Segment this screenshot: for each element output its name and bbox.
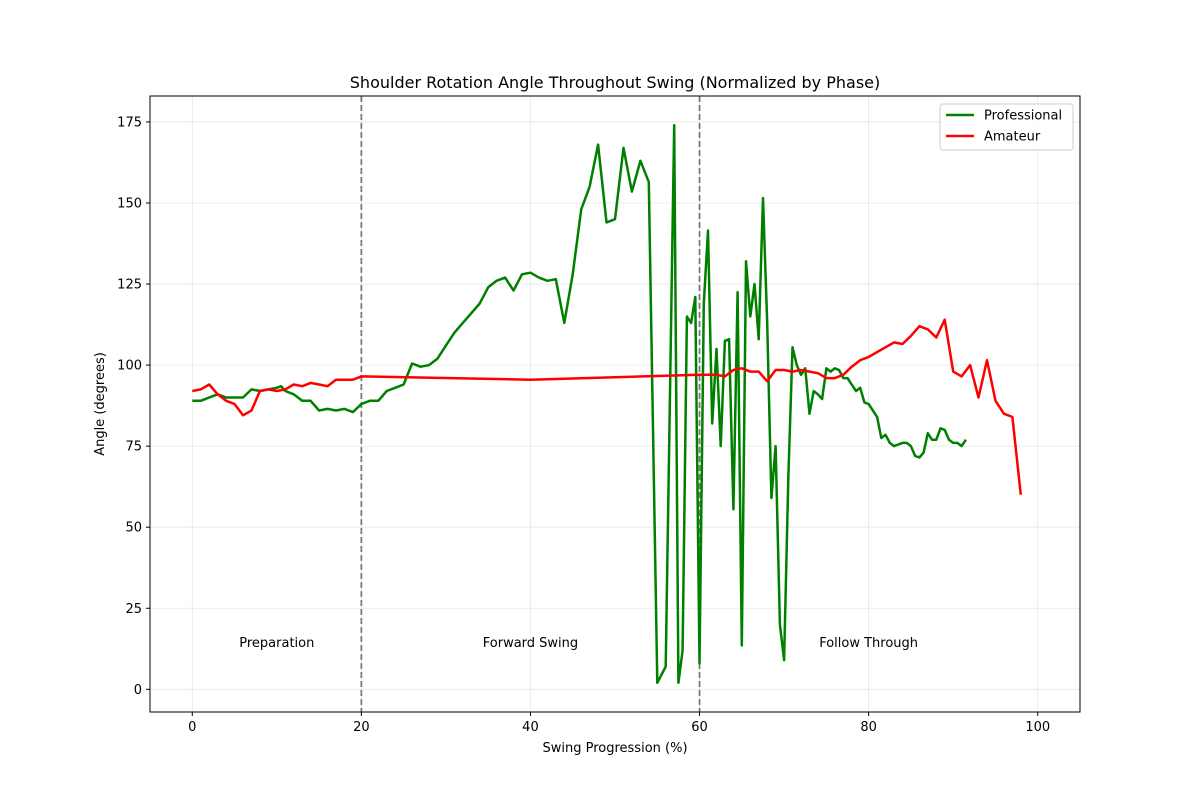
y-tick-label: 25	[125, 602, 142, 617]
y-axis-ticks: 0 25 50 75 100 125 150 175	[117, 115, 150, 698]
x-tick-label: 40	[522, 720, 539, 735]
y-axis-label: Angle (degrees)	[93, 352, 108, 456]
x-tick-label: 0	[188, 720, 196, 735]
legend-label: Amateur	[984, 130, 1041, 145]
y-tick-label: 50	[125, 521, 142, 536]
x-tick-label: 80	[860, 720, 877, 735]
series-line-professional	[192, 123, 967, 685]
series-line-amateur	[192, 318, 1023, 495]
chart-title: Shoulder Rotation Angle Throughout Swing…	[350, 73, 880, 92]
phase-labels: Preparation Forward Swing Follow Through	[239, 636, 918, 651]
phase-label: Forward Swing	[483, 636, 578, 651]
y-tick-label: 75	[125, 440, 142, 455]
x-axis-ticks: 0 20 40 60 80 100	[188, 712, 1050, 735]
y-tick-label: 150	[117, 196, 142, 211]
y-tick-label: 125	[117, 278, 142, 293]
y-tick-label: 175	[117, 115, 142, 130]
x-axis-label: Swing Progression (%)	[542, 741, 687, 756]
plot-frame	[149, 95, 1081, 713]
phase-label: Follow Through	[819, 636, 918, 651]
y-tick-label: 0	[134, 683, 142, 698]
legend-label: Professional	[984, 109, 1062, 124]
x-tick-label: 100	[1025, 720, 1050, 735]
y-tick-label: 100	[117, 359, 142, 374]
series-lines	[192, 123, 1023, 685]
x-tick-label: 60	[691, 720, 708, 735]
x-tick-label: 20	[353, 720, 370, 735]
legend: Professional Amateur	[939, 103, 1074, 151]
phase-label: Preparation	[239, 636, 314, 651]
